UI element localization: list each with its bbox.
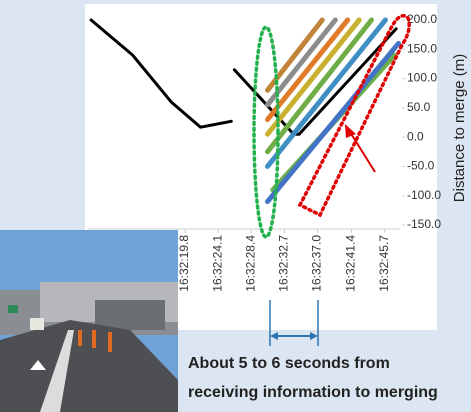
page: 200.0 150.0 100.0 50.0 0.0 -50.0 -100.0 -150.0 1… — [0, 0, 471, 412]
caption: About 5 to 6 seconds from — [188, 355, 390, 372]
x-tick-label: 16:32:28.4 — [243, 235, 257, 292]
y-tick-label: 150.0 — [407, 41, 437, 55]
y-tick-label: 0.0 — [407, 129, 424, 143]
y-axis-label: Distance to merge (m) — [451, 54, 468, 202]
y-tick-label: -50.0 — [407, 159, 435, 173]
y-tick-label: -100.0 — [407, 188, 441, 202]
figure: 200.0 150.0 100.0 50.0 0.0 -50.0 -100.0 -150.0 1… — [0, 0, 471, 412]
caption: receiving information to merging — [188, 384, 438, 401]
x-tick-label: 16:32:37.0 — [310, 235, 324, 292]
x-tick-label: 16:32:19.8 — [177, 235, 191, 292]
y-tick-label: -150.0 — [407, 217, 441, 231]
x-tick-label: 16:32:41.4 — [344, 235, 358, 292]
photo — [0, 230, 178, 412]
y-tick-label: 200.0 — [407, 12, 437, 26]
x-tick-label: 16:32:32.7 — [277, 235, 291, 292]
x-tick-label: 16:32:24.1 — [210, 235, 224, 292]
y-tick-label: 100.0 — [407, 71, 437, 85]
y-tick-label: 50.0 — [407, 100, 431, 114]
x-tick-label: 16:32:45.7 — [377, 235, 391, 292]
